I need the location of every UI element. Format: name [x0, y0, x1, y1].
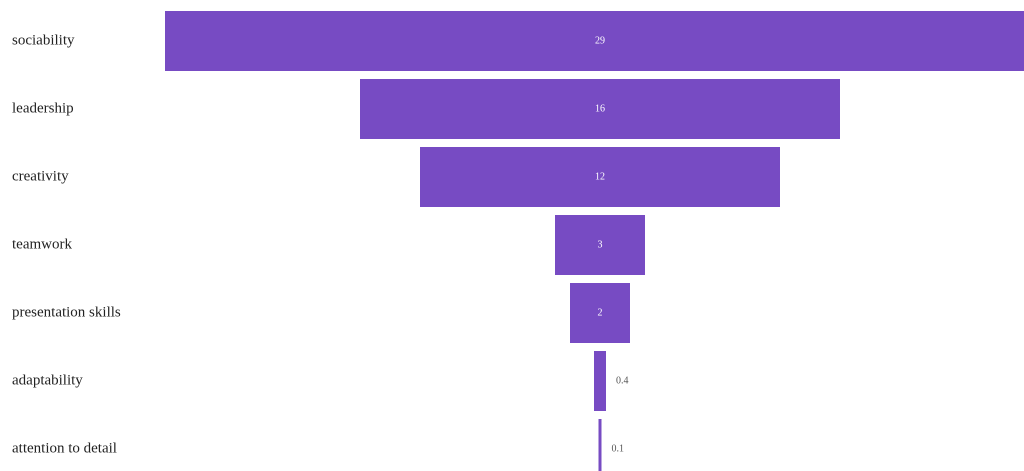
category-label: attention to detail: [12, 440, 117, 456]
funnel-bar: [570, 283, 630, 343]
funnel-bar: [360, 79, 840, 139]
funnel-bar: [555, 215, 645, 275]
funnel-bar: [594, 351, 606, 411]
value-label: 0.1: [612, 443, 625, 454]
value-label: 3: [598, 239, 603, 250]
category-label: leadership: [12, 100, 74, 116]
value-label: 0.4: [616, 375, 629, 386]
value-label: 29: [595, 35, 605, 46]
value-label: 16: [595, 103, 605, 114]
category-label: adaptability: [12, 372, 83, 388]
category-label: sociability: [12, 32, 75, 48]
category-label: creativity: [12, 168, 69, 184]
category-label: teamwork: [12, 236, 72, 252]
funnel-bar: [165, 11, 1024, 71]
funnel-bar: [420, 147, 780, 207]
value-label: 12: [595, 171, 605, 182]
funnel-bar: [598, 419, 602, 471]
category-label: presentation skills: [12, 304, 121, 320]
value-label: 2: [598, 307, 603, 318]
